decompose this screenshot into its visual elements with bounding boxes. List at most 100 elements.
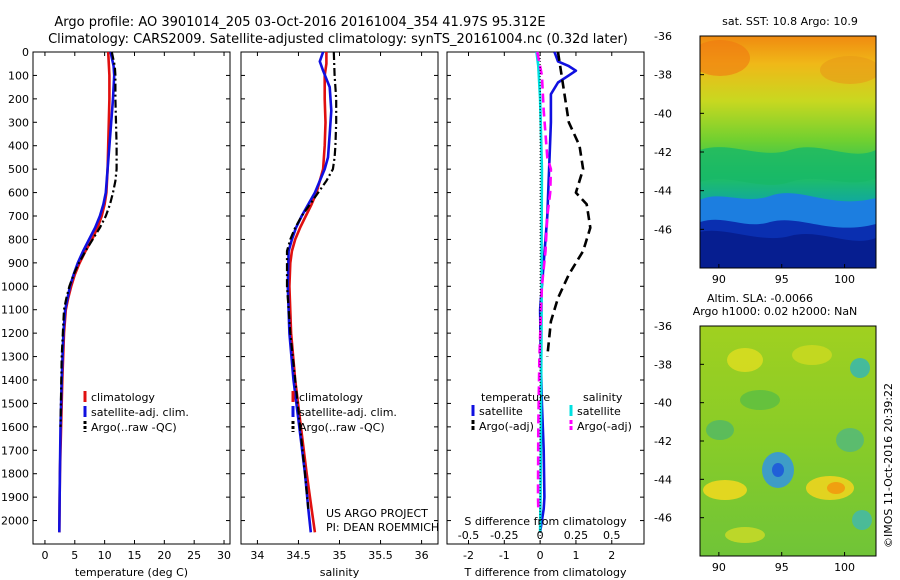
depth-tick-label: 900 [8,257,29,270]
difference-xtick-label: 1 [572,549,579,562]
sla-map-xtick-label: 90 [712,561,726,574]
difference-panel: -2 -1 0 1 2 T difference from climatology -0.5… [446,51,645,579]
salinity-axes-box [240,51,439,545]
salinity-legend-label: Argo(..raw -QC) [299,421,385,434]
salinity-xtick-label: 35.5 [368,549,393,562]
depth-tick-label: 500 [8,163,29,176]
sla-map-title-line2: Argo h1000: 0.02 h2000: NaN [693,305,858,318]
salinity-panel: 34 34.5 35 35.5 36 salinity climatology satelli… [240,51,439,579]
depth-tick-label: 400 [8,140,29,153]
sst-map [699,35,877,269]
depth-tick-label: 0 [22,46,29,59]
s-diff-tick-label: -0.5 [458,529,479,542]
temperature-xtick-label: 0 [41,549,48,562]
depth-tick-label: 1200 [1,327,29,340]
difference-legend-label: satellite [479,405,523,418]
s-diff-tick-label: 0 [537,529,544,542]
sla-map-xtick-label: 100 [834,561,855,574]
sst-map-ytick-label: -46 [654,223,672,236]
depth-tick-label: 1000 [1,280,29,293]
difference-series-temperature-argo-adj- [546,51,592,357]
pi-label: PI: DEAN ROEMMICH [326,521,439,534]
legend-salinity-title: salinity [583,391,623,404]
s-diff-tick-label: 0.5 [603,529,621,542]
sla-map-ytick-label: -44 [654,473,672,486]
map-axes: 90 95 100 -36 -38 -40 -42 -44 -46 90 95 100 -36 -38 -4… [654,30,855,574]
depth-tick-label: 1100 [1,304,29,317]
difference-xtick-label: 2 [608,549,615,562]
depth-tick-label: 300 [8,116,29,129]
sst-map-ytick-label: -44 [654,185,672,198]
difference-xtick-label: -2 [463,549,474,562]
depth-tick-label: 1400 [1,374,29,387]
salinity-xtick-label: 35 [333,549,347,562]
difference-xtick-label: 0 [537,549,544,562]
sst-map-ytick-label: -42 [654,146,672,159]
temperature-legend-label: Argo(..raw -QC) [91,421,177,434]
depth-tick-label: 1700 [1,444,29,457]
depth-tick-label: 100 [8,69,29,82]
temperature-xtick-label: 15 [127,549,141,562]
difference-axes-box [446,51,645,545]
figure-title-line2: Climatology: CARS2009. Satellite-adjuste… [48,32,628,47]
depth-tick-label: 1300 [1,351,29,364]
sst-map-xtick-label: 90 [712,273,726,286]
salinity-series-argo-raw-qc- [285,51,338,510]
imos-stamp: ©IMOS 11-Oct-2016 20:39:22 [882,383,895,548]
temperature-xtick-label: 25 [187,549,201,562]
sla-map [699,325,877,557]
difference-legend-label: Argo(-adj) [577,420,632,433]
salinity-legend-label: climatology [299,391,363,404]
difference-series-salinity-argo-adj- [536,51,553,509]
sla-map-ytick-label: -40 [654,397,672,410]
depth-tick-label: 1500 [1,397,29,410]
temperature-xtick-label: 5 [71,549,78,562]
salinity-legend-label: satellite-adj. clim. [299,406,397,419]
project-label: US ARGO PROJECT [326,507,428,520]
figure-title-line1: Argo profile: AO 3901014_205 03-Oct-2016… [54,15,545,30]
sla-map-xtick-label: 95 [775,561,789,574]
s-diff-tick-label: -0.25 [490,529,518,542]
sst-map-ytick-label: -40 [654,107,672,120]
depth-tick-label: 2000 [1,515,29,528]
difference-legend-label: satellite [577,405,621,418]
sst-map-ytick-label: -36 [654,30,672,43]
depth-tick-label: 700 [8,210,29,223]
temperature-series-argo-raw-qc- [59,51,118,427]
salinity-xtick-label: 36 [415,549,429,562]
sla-map-ytick-label: -38 [654,358,672,371]
temperature-legend-label: climatology [91,391,155,404]
difference-legend-label: Argo(-adj) [479,420,534,433]
sst-map-xtick-label: 95 [775,273,789,286]
legend-temperature-title: temperature [481,391,550,404]
depth-tick-label: 600 [8,187,29,200]
difference-xlabel: T difference from climatology [464,566,627,579]
s-diff-tick-label: 0.25 [564,529,589,542]
temperature-xtick-label: 10 [98,549,112,562]
temperature-legend-label: satellite-adj. clim. [91,406,189,419]
depth-tick-label: 800 [8,233,29,246]
sst-map-xtick-label: 100 [834,273,855,286]
sla-map-ytick-label: -36 [654,320,672,333]
temperature-xtick-label: 20 [157,549,171,562]
temperature-xtick-label: 30 [217,549,231,562]
temperature-panel: 0 5 10 15 20 25 300100200300400500600700800900… [1,46,231,579]
salinity-xlabel: salinity [320,566,360,579]
depth-tick-label: 1600 [1,421,29,434]
salinity-xtick-label: 34 [250,549,264,562]
temperature-xlabel: temperature (deg C) [75,566,188,579]
depth-tick-label: 1900 [1,491,29,504]
salinity-xtick-label: 34.5 [286,549,311,562]
sst-map-title: sat. SST: 10.8 Argo: 10.9 [722,15,858,28]
depth-tick-label: 200 [8,93,29,106]
sla-map-ytick-label: -42 [654,435,672,448]
sla-map-ytick-label: -46 [654,512,672,525]
difference-xtick-label: -1 [499,549,510,562]
depth-tick-label: 1800 [1,468,29,481]
sla-map-title-line1: Altim. SLA: -0.0066 [707,292,813,305]
s-diff-xlabel: S difference from climatology [464,515,627,528]
temperature-axes-box [32,51,231,545]
difference-series-salinity-satellite [535,51,544,533]
sst-map-ytick-label: -38 [654,69,672,82]
